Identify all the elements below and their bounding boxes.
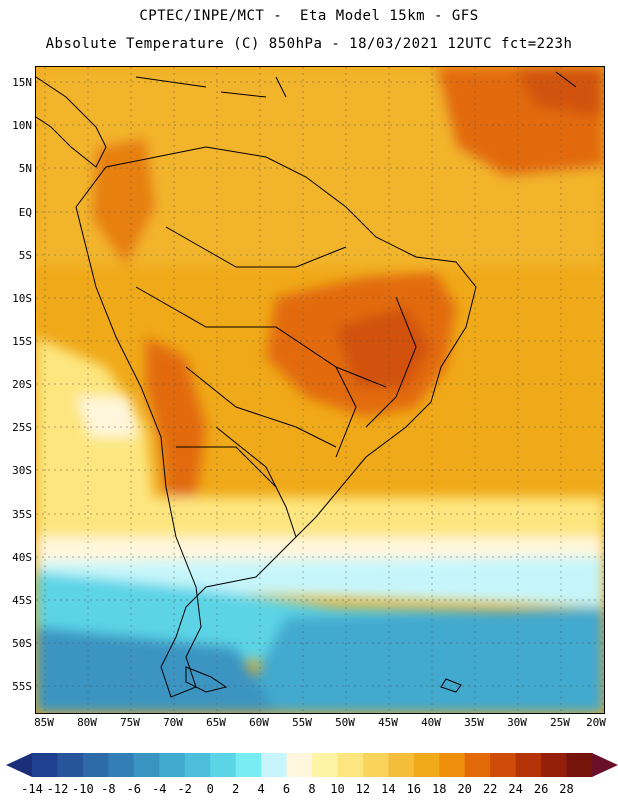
- border-5: [335, 366, 357, 458]
- lon-label-25w: 25W: [550, 716, 570, 729]
- graticule: [36, 67, 604, 713]
- colorbar-label: 0: [206, 782, 214, 796]
- border-6: [365, 296, 417, 428]
- colorbar-label: 8: [308, 782, 316, 796]
- lon-label-40w: 40W: [421, 716, 441, 729]
- tierra-del-fuego: [185, 666, 228, 693]
- colorbar-label: -12: [46, 782, 69, 796]
- lon-label-80w: 80W: [77, 716, 97, 729]
- colorbar-label: 4: [257, 782, 265, 796]
- lat-label-15n: 15N: [12, 76, 32, 89]
- colorbar-label: 12: [355, 782, 371, 796]
- field-brazil-hottest: [336, 307, 431, 387]
- colorbar-swatch: [159, 753, 186, 777]
- lat-label-25s: 25S: [12, 421, 32, 434]
- lat-label-40s: 40S: [12, 551, 32, 564]
- central-america: [36, 76, 107, 168]
- lat-label-eq: EQ: [18, 206, 32, 219]
- colorbar-swatch: [490, 753, 517, 777]
- lon-label-85w: 85W: [34, 716, 54, 729]
- field-andes-hot: [146, 337, 206, 537]
- field-andes-north: [91, 137, 156, 267]
- colorbar-swatch: [108, 753, 135, 777]
- lat-label-5s: 5S: [18, 249, 32, 262]
- lon-label-50w: 50W: [335, 716, 355, 729]
- lat-label-15s: 15S: [12, 335, 32, 348]
- border-2: [135, 286, 387, 388]
- colorbar-swatch: [261, 753, 288, 777]
- colorbar-label: -2: [177, 782, 192, 796]
- colorbar-label: 24: [508, 782, 523, 796]
- colorbar-swatch: [515, 753, 542, 777]
- colorbar-label: -6: [126, 782, 142, 796]
- colorbar-label: 18: [432, 782, 447, 796]
- colorbar-label: -8: [101, 782, 116, 796]
- colorbar-swatch: [337, 753, 364, 777]
- lon-label-20w: 20W: [586, 716, 606, 729]
- colorbar-label: 10: [330, 782, 345, 796]
- border-7: [176, 446, 277, 488]
- colorbar-swatch: [57, 753, 84, 777]
- lat-label-10n: 10N: [12, 119, 32, 132]
- field-south-cold4: [36, 627, 276, 713]
- lat-label-45s: 45S: [12, 594, 32, 607]
- lon-label-70w: 70W: [163, 716, 183, 729]
- colorbar-swatch: [362, 753, 389, 777]
- temperature-map: [35, 66, 605, 714]
- lon-label-75w: 75W: [120, 716, 140, 729]
- border-3: [185, 366, 337, 448]
- colorbar-swatch: [541, 753, 568, 777]
- colorbar-swatch: [133, 753, 160, 777]
- colorbar-label: 16: [406, 782, 422, 796]
- colorbar-swatch: [439, 753, 466, 777]
- lat-label-10s: 10S: [12, 292, 32, 305]
- lon-label-55w: 55W: [292, 716, 312, 729]
- map-title-line2: Absolute Temperature (C) 850hPa - 18/03/…: [45, 36, 573, 52]
- colorbar-high-arrow: [592, 753, 618, 777]
- field-ne-hottest: [516, 67, 604, 117]
- colorbar-low-arrow: [6, 753, 32, 777]
- colorbar-swatch: [184, 753, 211, 777]
- colorbar-swatch: [388, 753, 415, 777]
- colorbar-swatch: [235, 753, 262, 777]
- colorbar-swatch: [82, 753, 109, 777]
- colorbar-label: 6: [282, 782, 291, 796]
- lon-label-35w: 35W: [464, 716, 484, 729]
- colorbar-label: 22: [482, 782, 498, 796]
- lon-label-65w: 65W: [206, 716, 226, 729]
- colorbar-swatch: [413, 753, 440, 777]
- caribbean-islands: [135, 71, 577, 98]
- colorbar-label: -10: [72, 782, 94, 796]
- falklands: [440, 678, 462, 693]
- colorbar-swatch: [286, 753, 313, 777]
- field-south-cold3: [236, 607, 604, 713]
- lon-label-45w: 45W: [378, 716, 398, 729]
- lat-label-30s: 30S: [12, 464, 32, 477]
- border-1: [165, 226, 347, 268]
- colorbar-label: 26: [533, 782, 549, 796]
- temperature-colorbar: [6, 753, 618, 777]
- colorbar-label: 20: [457, 782, 472, 796]
- coastline-south-america: [75, 146, 477, 698]
- colorbar-label: 2: [231, 782, 240, 796]
- temperature-field: [36, 67, 604, 713]
- colorbar-swatch: [312, 753, 338, 777]
- lon-label-30w: 30W: [507, 716, 527, 729]
- lat-label-50s: 50S: [12, 637, 32, 650]
- colorbar-swatch: [464, 753, 491, 777]
- colorbar-label: 14: [381, 782, 396, 796]
- lat-label-55s: 55S: [12, 680, 32, 693]
- lat-label-5n: 5N: [18, 162, 32, 175]
- colorbar-swatch: [210, 753, 237, 777]
- colorbar-swatch: [32, 753, 58, 777]
- lon-label-60w: 60W: [249, 716, 269, 729]
- colorbar-swatch: [566, 753, 593, 777]
- map-title-line1: CPTEC/INPE/MCT - Eta Model 15km - GFS: [139, 8, 479, 24]
- colorbar-label: -4: [152, 782, 167, 796]
- colorbar-label: 28: [559, 782, 574, 796]
- lat-label-20s: 20S: [12, 378, 32, 391]
- field-south-cold1: [36, 557, 604, 607]
- colorbar-label: -14: [21, 782, 43, 796]
- lat-label-35s: 35S: [12, 508, 32, 521]
